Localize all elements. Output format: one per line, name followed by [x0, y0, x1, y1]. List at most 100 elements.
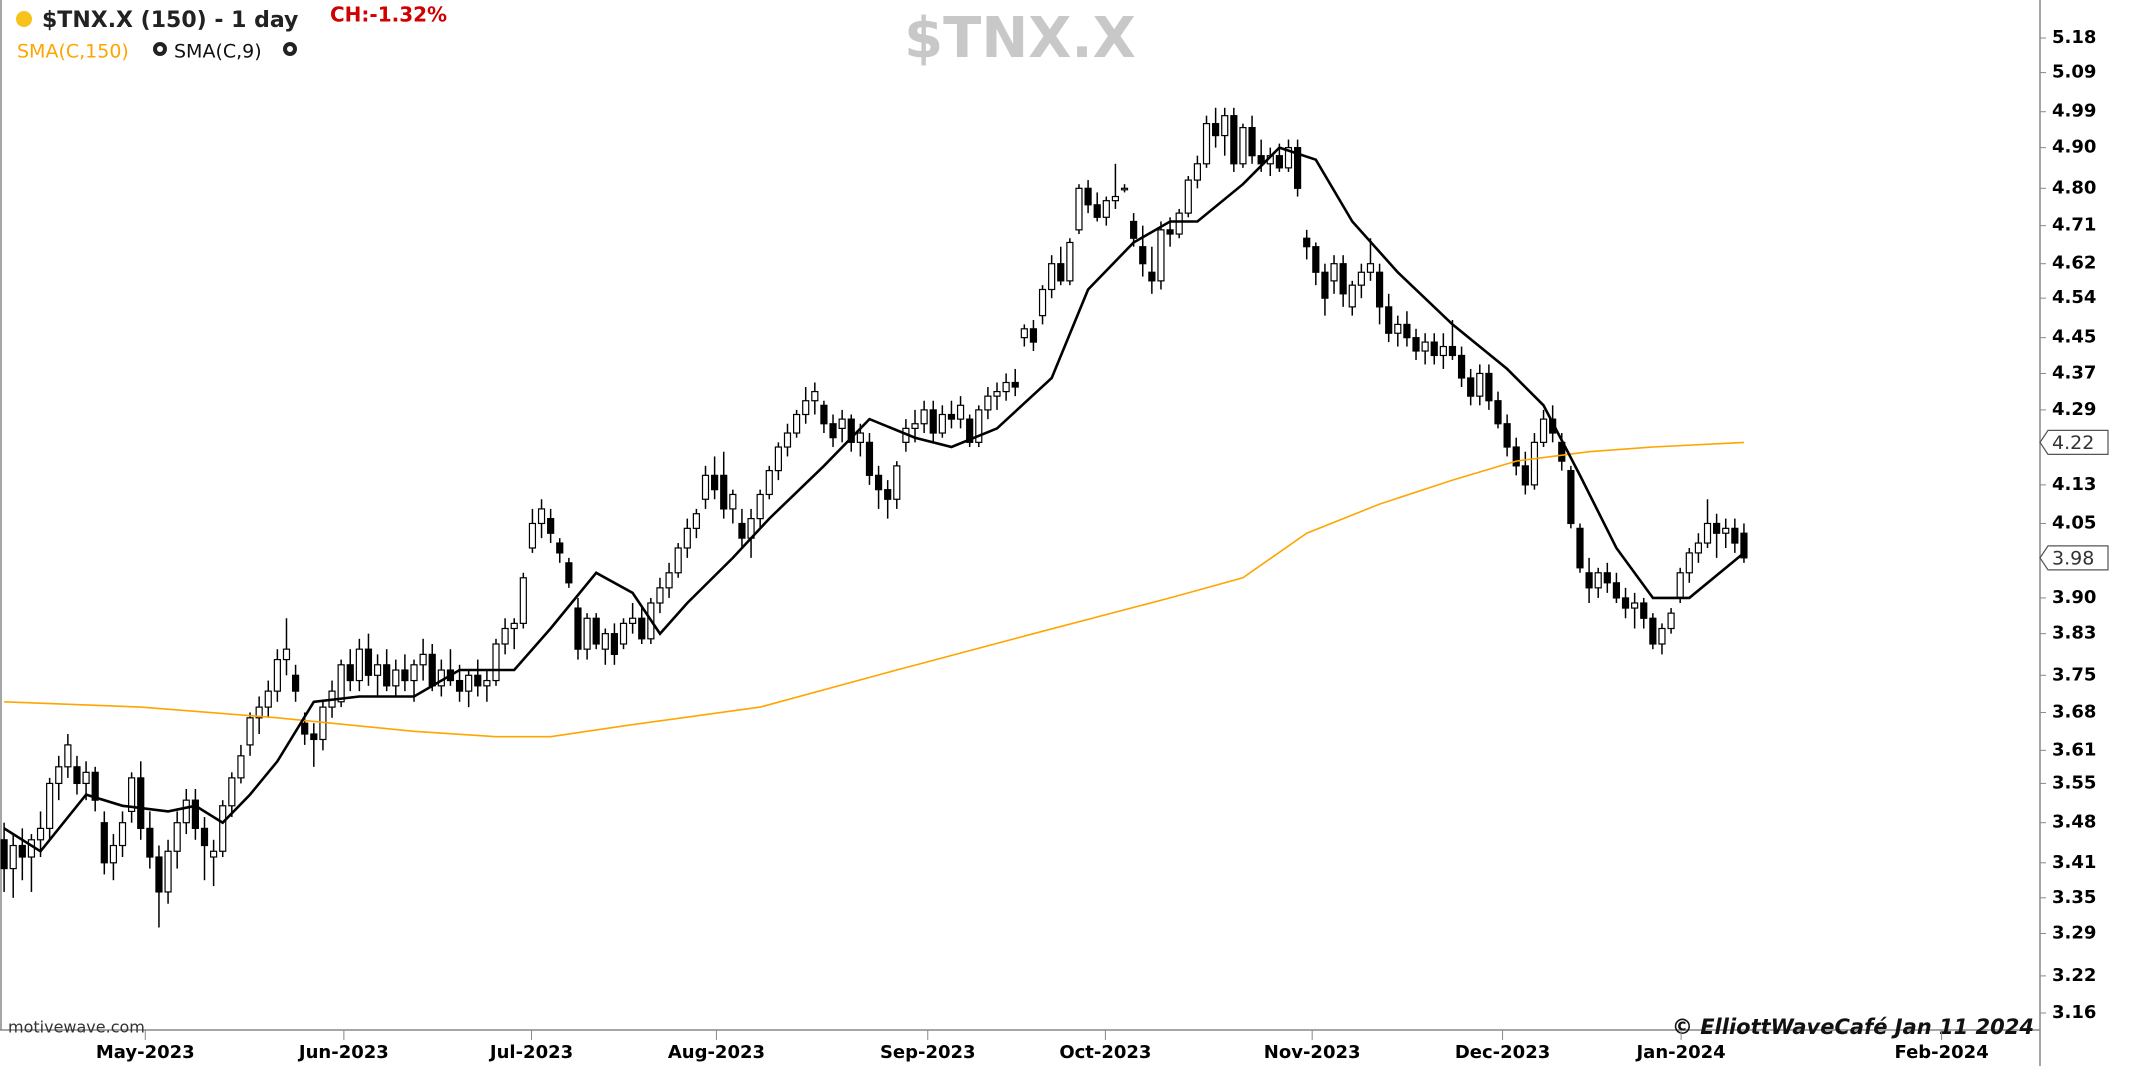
y-tick-label: 3.55 — [2052, 772, 2096, 793]
y-tick-label: 4.62 — [2052, 253, 2096, 274]
candle-body — [1202, 123, 1211, 165]
y-tick-label: 4.54 — [2052, 287, 2096, 308]
sma-line — [4, 441, 1745, 738]
candle-body — [1284, 147, 1293, 169]
y-tick-label: 4.05 — [2052, 512, 2096, 533]
legend-entry[interactable]: SMA(C,150) — [17, 41, 129, 63]
candle-body — [1421, 341, 1429, 352]
candle-body — [1457, 354, 1466, 379]
change-label: CH:-1.32% — [330, 3, 447, 27]
candle-body — [191, 799, 199, 829]
candle-body — [1412, 337, 1420, 352]
candle-body — [966, 418, 974, 443]
candle-body — [1339, 263, 1347, 295]
candle-body — [519, 577, 527, 624]
candle-body — [219, 805, 227, 852]
candle-body — [1467, 377, 1475, 397]
candle-body — [1539, 418, 1548, 443]
candle-body — [665, 572, 673, 589]
chart-title: $TNX.X (150) - 1 day — [42, 8, 298, 33]
candle-body — [1713, 522, 1721, 534]
candle-body — [838, 418, 846, 429]
x-tick-label: Jun-2023 — [297, 1042, 389, 1063]
candle-body — [1066, 241, 1074, 282]
candle-body — [938, 413, 946, 434]
candle-body — [1239, 126, 1247, 165]
candle-body — [301, 722, 309, 735]
candle-body — [1166, 229, 1174, 235]
candle-body — [1375, 271, 1384, 308]
candle-body — [975, 409, 983, 443]
settings-icon[interactable] — [153, 42, 167, 56]
candle-body — [1594, 572, 1602, 589]
candle-body — [210, 850, 218, 858]
candle-body — [1394, 323, 1402, 334]
legend-entry[interactable]: SMA(C,9) — [174, 41, 262, 63]
y-tick-label: 4.71 — [2052, 215, 2096, 236]
sma-line — [3, 146, 1745, 854]
candle-body — [701, 474, 710, 500]
candle-body — [865, 441, 874, 476]
candle-body — [383, 664, 391, 687]
candle-body — [683, 527, 691, 549]
candle-body — [601, 633, 609, 650]
candle-body — [820, 404, 828, 425]
candle-body — [1385, 306, 1393, 334]
candle-body — [501, 627, 509, 645]
credit-label: © ElliottWaveCafé Jan 11 2024 — [1672, 1015, 2034, 1039]
candle-body — [1585, 572, 1593, 589]
candle-body — [1357, 271, 1365, 286]
candle-body — [55, 766, 63, 785]
candle-body — [656, 587, 664, 604]
candle-body — [282, 648, 291, 661]
candle-body — [729, 493, 737, 510]
candle-body — [1120, 187, 1129, 191]
candle-body — [1631, 602, 1639, 609]
x-tick-label: Dec-2023 — [1455, 1042, 1550, 1063]
y-tick-label: 3.61 — [2052, 739, 2096, 760]
candle-body — [410, 664, 418, 682]
candle-body — [537, 508, 546, 525]
candle-body — [1503, 423, 1511, 448]
candle-body — [1576, 527, 1584, 569]
candle-body — [100, 822, 108, 864]
candle-body — [419, 653, 427, 666]
y-tick-label: 3.41 — [2052, 852, 2096, 873]
candle-body — [109, 844, 118, 864]
candle-body — [364, 648, 373, 676]
settings-icon[interactable] — [283, 42, 297, 56]
candle-body — [264, 690, 272, 708]
candle-body — [802, 400, 810, 416]
candle-body — [738, 522, 746, 539]
candle-body — [783, 432, 792, 448]
candle-body — [1212, 123, 1220, 137]
candle-body — [1230, 115, 1238, 165]
candle-body — [492, 643, 500, 682]
candle-body — [920, 409, 928, 425]
candle-body — [674, 547, 682, 574]
candle-body — [1020, 328, 1028, 339]
candle-body — [1111, 195, 1120, 202]
candle-body — [1303, 237, 1311, 248]
candle-body — [1740, 532, 1748, 559]
x-tick-label: Feb-2024 — [1895, 1042, 1989, 1063]
candle-body — [1430, 341, 1438, 357]
candle-body — [1139, 246, 1147, 265]
candle-body — [1667, 612, 1675, 630]
candle-body — [956, 404, 965, 420]
candle-body — [774, 446, 782, 472]
candle-body — [137, 777, 145, 829]
candle-body — [1640, 602, 1648, 619]
status-dot — [16, 11, 32, 27]
x-tick-label: Oct-2023 — [1059, 1042, 1151, 1063]
y-tick-label: 3.29 — [2052, 922, 2096, 943]
candle-body — [893, 465, 901, 500]
candle-body — [811, 390, 819, 402]
x-tick-label: Aug-2023 — [668, 1042, 765, 1063]
candle-body — [46, 782, 54, 829]
candle-body — [547, 518, 555, 534]
candle-body — [182, 799, 190, 824]
x-tick-label: Jul-2023 — [488, 1042, 573, 1063]
candle-body — [91, 771, 99, 801]
candle-body — [0, 839, 8, 870]
